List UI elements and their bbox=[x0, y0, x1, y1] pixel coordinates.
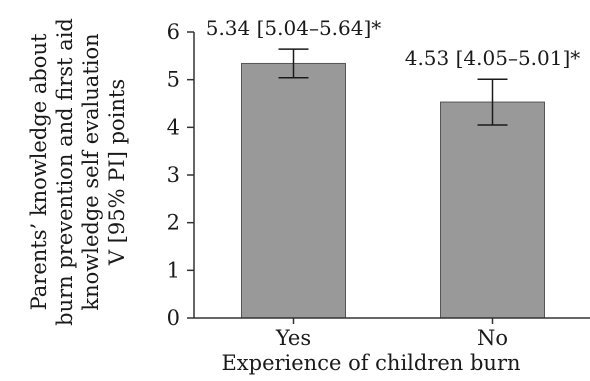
y-tick-label: 2 bbox=[167, 211, 180, 235]
x-tick-label-yes: Yes bbox=[275, 326, 311, 350]
y-axis-ticks: 0 1 2 3 4 5 6 bbox=[167, 20, 194, 330]
y-axis-title-line-4: V [95% PI] points bbox=[105, 79, 129, 266]
y-tick-label: 4 bbox=[167, 115, 180, 139]
y-axis-title-line-2: burn prevention and first aid bbox=[53, 18, 77, 326]
bar-no bbox=[440, 101, 545, 319]
error-bar-yes bbox=[278, 48, 309, 79]
x-axis-ticks: Yes No bbox=[275, 318, 508, 350]
y-axis-title-line-1: Parents’ knowledge about bbox=[27, 33, 51, 310]
error-bars bbox=[278, 48, 508, 126]
error-bar-no bbox=[477, 78, 508, 126]
x-tick-label-no: No bbox=[477, 326, 508, 350]
data-labels: 5.34 [5.04–5.64]* 4.53 [4.05–5.01]* bbox=[206, 16, 581, 70]
bar-yes bbox=[241, 62, 346, 319]
y-axis-title-line-3: knowledge self evaluation bbox=[79, 33, 103, 310]
y-tick-label: 3 bbox=[167, 163, 180, 187]
y-tick-label: 5 bbox=[167, 68, 180, 92]
y-tick-label: 6 bbox=[167, 20, 180, 44]
data-label-no: 4.53 [4.05–5.01]* bbox=[405, 46, 581, 70]
x-axis-title: Experience of children burn bbox=[221, 351, 520, 375]
y-tick-label: 0 bbox=[167, 306, 180, 330]
data-label-yes: 5.34 [5.04–5.64]* bbox=[206, 16, 382, 40]
y-axis-title: Parents’ knowledge about burn prevention… bbox=[27, 18, 129, 326]
bars bbox=[241, 62, 545, 319]
y-tick-label: 1 bbox=[167, 258, 180, 282]
